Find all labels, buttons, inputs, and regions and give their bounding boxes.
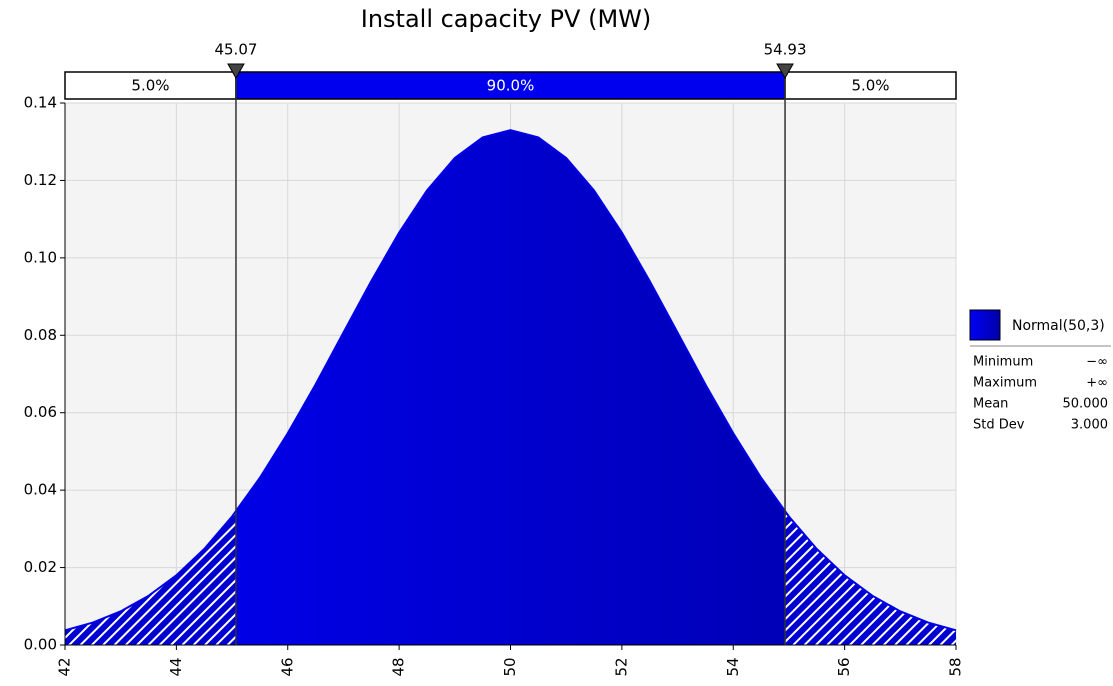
y-tick-label: 0.10 — [24, 248, 57, 266]
legend-label: Normal(50,3) — [1012, 318, 1105, 334]
x-tick-label: 44 — [167, 657, 185, 676]
chart-title: Install capacity PV (MW) — [361, 5, 652, 33]
stat-name: Minimum — [973, 355, 1033, 370]
x-tick-label: 50 — [501, 657, 519, 676]
stat-value: +∞ — [1086, 376, 1108, 391]
x-tick-label: 52 — [612, 657, 630, 676]
stat-name: Mean — [973, 397, 1008, 412]
region-label: 90.0% — [487, 77, 535, 95]
curve — [64, 129, 957, 632]
delimiter-label: 54.93 — [764, 41, 807, 59]
x-tick-label: 58 — [947, 657, 965, 676]
stat-value: 3.000 — [1071, 418, 1108, 433]
x-tick-label: 46 — [278, 657, 296, 676]
y-tick-label: 0.14 — [24, 94, 57, 112]
delimiter-handle — [227, 63, 245, 80]
y-tick-label: 0.02 — [24, 558, 57, 576]
x-tick-label: 56 — [835, 657, 853, 676]
y-tick-label: 0.00 — [24, 636, 57, 654]
y-tick-label: 0.04 — [24, 481, 57, 499]
stat-value: 50.000 — [1063, 397, 1109, 412]
legend-swatch — [969, 309, 1001, 341]
x-tick-label: 42 — [56, 657, 74, 676]
y-tick-label: 0.08 — [24, 326, 57, 344]
delimiter-label: 45.07 — [214, 41, 257, 59]
x-tick-label: 54 — [724, 657, 742, 676]
stat-name: Std Dev — [973, 418, 1025, 433]
region-box — [64, 71, 237, 100]
region-label: 5.0% — [851, 77, 889, 95]
delimiter-handle — [776, 63, 794, 80]
stat-value: −∞ — [1086, 355, 1108, 370]
area — [235, 130, 786, 645]
y-tick-label: 0.12 — [24, 171, 57, 189]
y-tick-label: 0.06 — [24, 403, 57, 421]
stat-name: Maximum — [973, 376, 1037, 391]
x-tick-label: 48 — [390, 657, 408, 676]
region-label: 5.0% — [131, 77, 169, 95]
region-box — [784, 71, 957, 100]
